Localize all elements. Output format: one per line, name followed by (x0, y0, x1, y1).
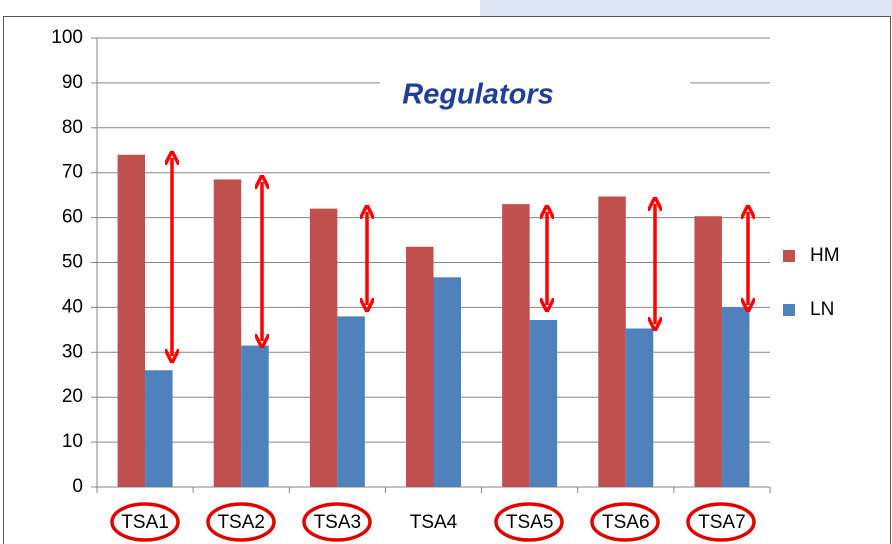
bar (213, 179, 242, 487)
bar (598, 196, 626, 487)
y-tick-label: 60 (62, 207, 83, 228)
bar (145, 370, 173, 487)
ring (590, 502, 660, 542)
x-tick-label: TSA1 (121, 512, 169, 533)
y-tick-label: 70 (62, 162, 83, 183)
y-tick-label: 30 (62, 341, 83, 362)
y-tick-label: 40 (62, 296, 83, 317)
ring (686, 502, 756, 542)
bar (117, 154, 146, 488)
y-tick-label: 100 (51, 27, 83, 48)
bar (625, 328, 654, 487)
legend-swatch (783, 304, 795, 316)
x-tick-label: TSA3 (314, 512, 362, 533)
annotation-bg (380, 70, 690, 122)
x-tick-label: TSA7 (698, 512, 746, 533)
y-tick-label: 50 (62, 252, 83, 273)
x-tick-label: TSA4 (410, 512, 458, 533)
bar (694, 216, 722, 488)
arrows (172, 158, 748, 356)
bar (433, 277, 461, 487)
bar (721, 307, 750, 487)
y-tick-label: 10 (62, 431, 83, 452)
y-tick-label: 80 (62, 117, 83, 138)
bar (309, 208, 338, 487)
ring (110, 502, 180, 542)
bar (406, 246, 434, 487)
bars (117, 154, 750, 488)
x-tick-label: TSA6 (602, 512, 650, 533)
bar (241, 345, 269, 487)
ring (206, 502, 276, 542)
bar (529, 319, 558, 487)
y-tick-label: 20 (62, 386, 83, 407)
x-tick-label: TSA5 (506, 512, 554, 533)
header-strip (480, 0, 892, 16)
y-tick-label: 0 (72, 476, 83, 497)
x-tick-label: TSA2 (217, 512, 265, 533)
ring (494, 502, 564, 542)
y-tick-label: 90 (62, 72, 83, 93)
legend-label: HM (810, 245, 840, 266)
legend-swatch (783, 250, 795, 262)
bar (337, 316, 365, 487)
ring (302, 502, 372, 542)
label-rings (110, 502, 756, 542)
bar (502, 204, 530, 487)
annotation: Regulators (402, 79, 553, 111)
legend-label: LN (810, 299, 834, 320)
